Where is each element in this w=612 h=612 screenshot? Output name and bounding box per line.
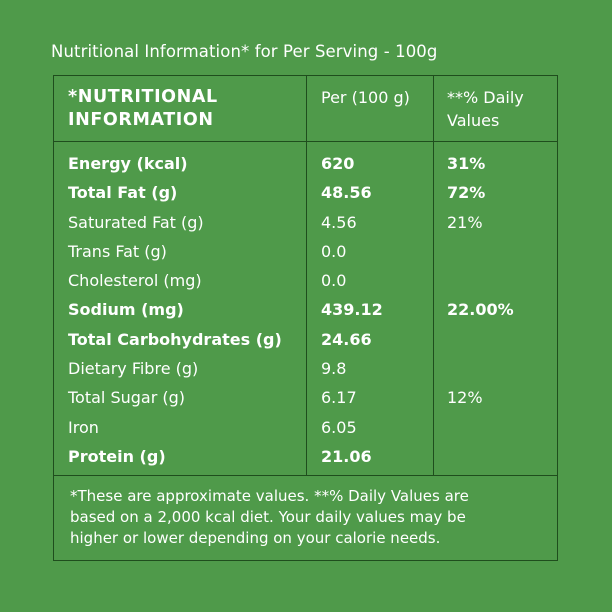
table-row: Saturated Fat (g) 4.56 21% xyxy=(54,211,557,240)
table-row: Protein (g) 21.06 xyxy=(54,445,557,474)
header-daily-line1: **% Daily xyxy=(447,88,524,107)
page-heading: Nutritional Information* for Per Serving… xyxy=(51,42,438,61)
nutrient-value: 6.05 xyxy=(321,417,357,437)
nutrient-value: 439.12 xyxy=(321,300,383,320)
table-row: Cholesterol (mg) 0.0 xyxy=(54,269,557,298)
nutrient-daily-value: 12% xyxy=(447,388,483,408)
nutrient-value: 6.17 xyxy=(321,388,357,408)
nutrient-daily-value: 22.00% xyxy=(447,300,514,320)
column-divider-2 xyxy=(433,76,434,476)
nutrient-daily-value: 31% xyxy=(447,154,486,173)
table-row: Total Carbohydrates (g) 24.66 xyxy=(54,328,557,357)
nutrient-value: 0.0 xyxy=(321,271,347,291)
nutrient-value: 9.8 xyxy=(321,359,347,379)
header-daily-values: **% Daily Values xyxy=(447,86,552,132)
column-divider-1 xyxy=(306,76,307,476)
header-divider xyxy=(54,141,557,142)
nutrient-name: Total Sugar (g) xyxy=(68,388,186,408)
nutrient-value: 4.56 xyxy=(321,212,357,232)
nutrient-name: Dietary Fibre (g) xyxy=(68,359,199,379)
table-row: Sodium (mg) 439.12 22.00% xyxy=(54,298,557,327)
header-nutrient-line2: INFORMATION xyxy=(68,110,214,130)
footnote-text: *These are approximate values. **% Daily… xyxy=(70,486,540,549)
nutrient-value: 24.66 xyxy=(321,329,372,349)
nutrient-daily-value: 72% xyxy=(447,183,486,203)
nutrient-value: 620 xyxy=(321,154,355,173)
nutrient-name: Cholesterol (mg) xyxy=(68,271,202,291)
header-per-serving: Per (100 g) xyxy=(321,88,410,107)
nutrient-value: 21.06 xyxy=(321,446,372,466)
table-row: Total Fat (g) 48.56 72% xyxy=(54,181,557,210)
footnote-box: *These are approximate values. **% Daily… xyxy=(53,475,558,561)
header-daily-line2: Values xyxy=(447,111,500,130)
nutrient-name: Total Fat (g) xyxy=(68,183,178,203)
nutrient-name: Total Carbohydrates (g) xyxy=(68,329,282,349)
nutrient-value: 48.56 xyxy=(321,183,372,203)
header-nutrient: *NUTRITIONAL INFORMATION xyxy=(68,86,298,132)
footnote-line-1: *These are approximate values. **% Daily… xyxy=(70,487,469,505)
nutrient-name: Sodium (mg) xyxy=(68,300,184,320)
nutrient-daily-value: 21% xyxy=(447,212,483,232)
table-row: Iron 6.05 xyxy=(54,416,557,445)
nutrient-name: Saturated Fat (g) xyxy=(68,212,204,232)
nutrient-name: Protein (g) xyxy=(68,446,166,466)
table-row: Total Sugar (g) 6.17 12% xyxy=(54,386,557,415)
nutrient-name: Energy (kcal) xyxy=(68,154,188,173)
table-row: Energy (kcal) 620 31% xyxy=(54,152,557,181)
nutrient-rows: Energy (kcal) 620 31% Total Fat (g) 48.56 72%… xyxy=(54,152,557,474)
table-row: Trans Fat (g) 0.0 xyxy=(54,240,557,269)
nutrient-value: 0.0 xyxy=(321,241,347,261)
footnote-line-2: based on a 2,000 kcal diet. Your daily v… xyxy=(70,508,466,526)
footnote-line-3: higher or lower depending on your calori… xyxy=(70,529,441,547)
nutrient-name: Trans Fat (g) xyxy=(68,241,167,261)
table-row: Dietary Fibre (g) 9.8 xyxy=(54,357,557,386)
nutrient-name: Iron xyxy=(68,417,99,437)
nutrition-table: *NUTRITIONAL INFORMATION Per (100 g) **%… xyxy=(53,75,558,476)
header-nutrient-line1: *NUTRITIONAL xyxy=(68,87,218,107)
